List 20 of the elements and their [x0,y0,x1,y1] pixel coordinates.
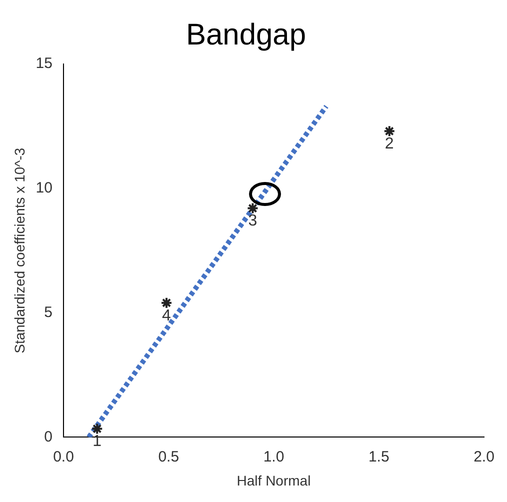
annotation: 4 [162,307,172,324]
point [246,202,259,214]
x-tick-label: 0.5 [158,448,180,466]
point [91,422,104,435]
x-tick-label: 1.0 [263,448,284,466]
point [160,296,173,309]
y-tick-label: 15 [36,55,52,72]
point [383,125,396,138]
y-tick-label: 0 [44,428,52,446]
x-tick-label: 0.0 [53,448,74,466]
annotation: 2 [384,136,394,153]
chart-title: Bandgap [186,18,306,52]
y-axis-title: Standardized coefficients x 10^-3 [11,148,28,354]
y-tick-label: 5 [44,304,52,321]
x-tick-label: 1.5 [368,448,390,466]
y-tick-label: 10 [36,180,52,197]
x-axis-title: Half Normal [236,472,311,488]
x-tick-label: 2.0 [474,448,494,466]
annotation: 1 [92,433,102,450]
annotation: 3 [248,212,258,230]
